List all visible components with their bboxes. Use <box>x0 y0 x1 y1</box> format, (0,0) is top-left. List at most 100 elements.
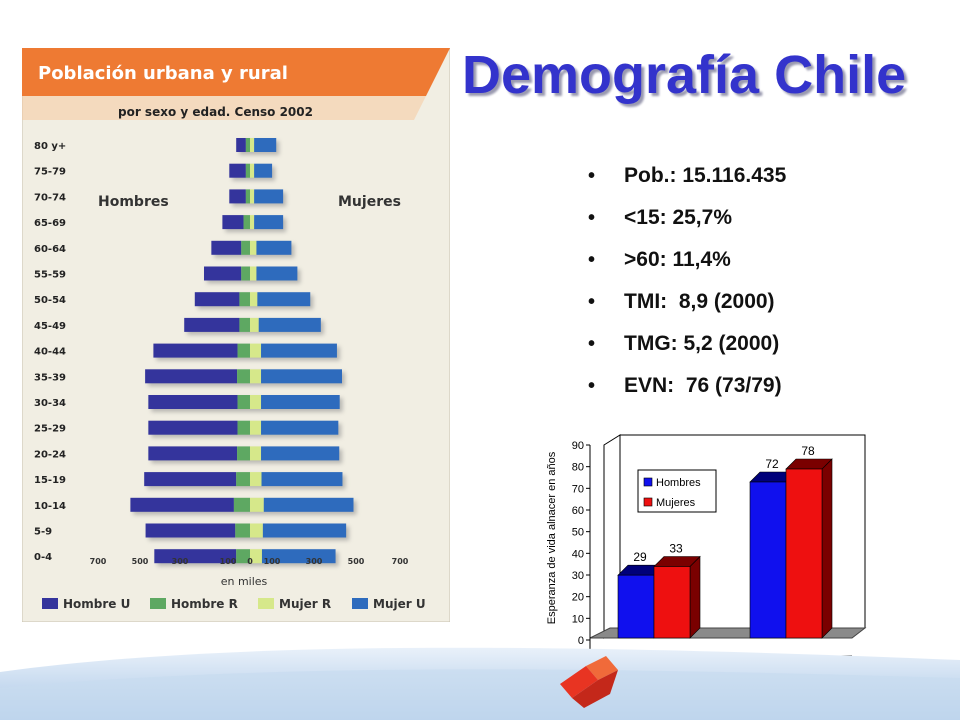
bar-mujer-r <box>250 523 263 538</box>
bar-hombre-r <box>236 472 250 487</box>
slide-title: Demografía Chile <box>462 45 907 105</box>
bar-mujer-u <box>258 317 321 332</box>
bar-hombre-u <box>184 317 240 332</box>
bullet-text: EVN: 76 (73/79) <box>624 374 782 397</box>
bar-hombre-u <box>211 240 242 255</box>
x-tick-label: 500 <box>132 557 149 566</box>
bar-hombre-r <box>239 292 250 307</box>
bar-mujer-r <box>250 343 262 358</box>
y-tick-label: 80 <box>572 462 584 474</box>
bar-hombre-u <box>222 215 244 230</box>
y-tick-label: 20 <box>572 592 584 604</box>
bar-hombre-r <box>243 215 250 230</box>
bar-mujer-r <box>250 240 257 255</box>
age-group-label: 15-19 <box>34 475 66 486</box>
y-axis-label: Esperanza de vida alnacer en años <box>546 451 558 624</box>
x-tick-label: 100 <box>220 557 237 566</box>
bar-hombre-r <box>235 523 250 538</box>
bullet-dot-icon: • <box>588 333 596 355</box>
x-tick-label: 700 <box>90 557 107 566</box>
bar-mujer-u <box>256 266 298 281</box>
legend-swatch-hombres <box>643 477 653 487</box>
bar-hombre-u <box>236 138 246 152</box>
age-group-label: 30-34 <box>34 398 66 409</box>
legend-label: Mujer U <box>373 597 426 611</box>
age-group-label: 5-9 <box>34 527 52 538</box>
bar-side <box>689 555 701 639</box>
age-group-label: 65-69 <box>34 218 66 229</box>
bar-hombre-u <box>154 549 237 564</box>
bullet-dot-icon: • <box>588 207 596 229</box>
x-tick-label: 100 <box>264 557 281 566</box>
y-tick-label: 60 <box>572 505 584 517</box>
bar-mujer-u <box>261 395 340 409</box>
legend-swatch <box>42 598 58 609</box>
y-tick-label: 30 <box>572 570 584 582</box>
bar-hombre-u <box>148 395 238 409</box>
bullet-dot-icon: • <box>588 249 596 271</box>
bullet-list: • Pob.: 15.116.435 • <15: 25,7% • >60: 11,4… <box>588 160 786 412</box>
bar-value-label: 72 <box>765 457 779 471</box>
y-tick-label: 90 <box>572 440 584 452</box>
bar-mujer-u <box>261 472 343 487</box>
age-group-label: 45-49 <box>34 321 66 332</box>
bar-mujer-u <box>254 163 273 178</box>
bar-mujer-r <box>250 163 255 178</box>
age-group-label: 0-4 <box>34 552 52 563</box>
pyramid-subtitle: por sexo y edad. Censo 2002 <box>118 105 313 119</box>
left-side-label: Hombres <box>98 194 169 210</box>
bar-hombre-u <box>130 497 234 512</box>
bullet-item: • TMI: 8,9 (2000) <box>588 286 786 328</box>
y-tick-label: 10 <box>572 613 584 625</box>
age-group-label: 40-44 <box>34 347 66 358</box>
age-group-label: 70-74 <box>34 192 66 203</box>
banner-shade <box>22 96 426 120</box>
bar-mujer-r <box>250 369 262 384</box>
legend-swatch <box>150 598 166 609</box>
bar-mujer-r <box>250 266 257 281</box>
bar-mujer-r <box>250 292 258 307</box>
bullet-item: • EVN: 76 (73/79) <box>588 370 786 412</box>
bar-mujer-u <box>261 446 340 461</box>
y-tick-label: 40 <box>572 548 584 560</box>
bar-mujer-u <box>263 497 354 512</box>
legend-swatch-mujeres <box>643 497 653 507</box>
legend-label: Hombre U <box>63 597 130 611</box>
age-group-label: 20-24 <box>34 449 66 460</box>
bar-mujer-u <box>262 523 347 538</box>
age-group-label: 60-64 <box>34 244 66 255</box>
bullet-text: TMI: 8,9 (2000) <box>624 290 775 313</box>
bar-hombre-u <box>144 472 237 487</box>
bullet-text: <15: 25,7% <box>624 206 732 229</box>
bar-hombre-u <box>145 369 238 384</box>
pyramid-legend: Hombre U Hombre R Mujer R Mujer U <box>42 597 426 611</box>
bar-hombre-r <box>241 266 250 281</box>
age-group-label: 35-39 <box>34 372 66 383</box>
bar-mujer-r <box>250 395 262 409</box>
chart-bars <box>617 458 833 639</box>
bar-mujer-r <box>250 446 262 461</box>
pyramid-title: Población urbana y rural <box>38 63 288 84</box>
bar-mujer-u <box>261 343 337 358</box>
legend-swatch <box>258 598 274 609</box>
bar-hombre-r <box>237 395 250 409</box>
bar-hombre-r <box>245 138 250 152</box>
bar-hombre-r <box>245 163 250 178</box>
age-group-label: 50-54 <box>34 295 66 306</box>
bar-front <box>749 481 787 639</box>
bullet-item: • >60: 11,4% <box>588 244 786 286</box>
side-wall <box>603 434 621 639</box>
bar-hombre-u <box>148 446 238 461</box>
legend-label-mujeres: Mujeres <box>656 497 696 509</box>
age-group-label: 25-29 <box>34 424 66 435</box>
x-tick-label: 700 <box>392 557 409 566</box>
age-group-label: 55-59 <box>34 270 66 281</box>
bar-side <box>821 458 833 639</box>
bar-mujer-r <box>250 549 262 564</box>
bar-hombre-u <box>153 343 238 358</box>
bar-hombre-r <box>241 240 250 255</box>
bar-hombre-r <box>239 317 250 332</box>
bar-value-label: 29 <box>633 550 647 564</box>
bar-hombre-r <box>233 497 250 512</box>
bullet-item: • <15: 25,7% <box>588 202 786 244</box>
